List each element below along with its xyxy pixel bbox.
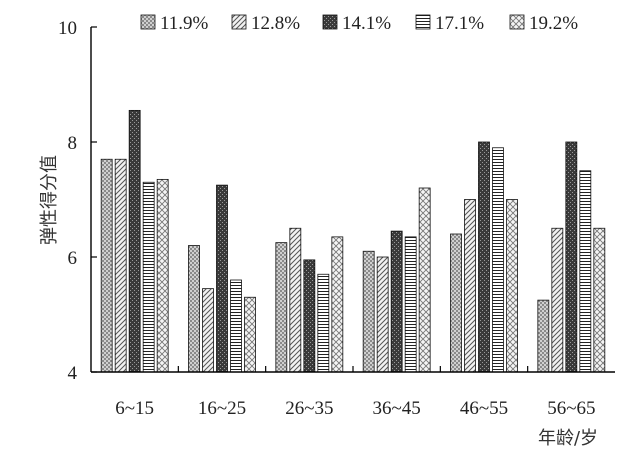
bar-16~25-11.9% [188,245,200,373]
y-axis-title: 弹性得分值 [39,155,60,245]
y-tick-label: 10 [58,18,77,39]
y-tick-label: 6 [68,248,78,269]
legend-label: 12.8% [251,13,300,34]
bar-46~55-19.2% [506,199,518,373]
bar-26~35-11.9% [275,242,288,373]
bar-36~45-11.9% [362,250,375,373]
legend-swatch [322,14,338,30]
bar-46~55-14.1% [478,141,490,373]
bar-6~15-19.2% [156,178,169,373]
x-axis-title: 年龄/岁 [538,428,598,449]
bar-36~45-12.8% [376,256,389,373]
x-tick-label: 16~25 [198,398,246,419]
legend-label: 11.9% [160,13,209,34]
legend-swatch [140,14,156,30]
bar-56~65-17.1% [579,170,592,373]
bar-6~15-11.9% [100,158,113,373]
bar-26~35-14.1% [303,259,316,373]
bar-46~55-12.8% [464,199,476,373]
x-tick-label: 6~15 [115,398,154,419]
bar-6~15-17.1% [142,181,155,373]
bar-56~65-11.9% [537,299,550,373]
bar-56~65-19.2% [593,227,606,373]
x-tick-label: 56~65 [547,398,595,419]
legend-swatch [509,14,525,30]
legend-label: 19.2% [529,13,578,34]
bar-6~15-12.8% [114,158,127,373]
bar-36~45-17.1% [404,236,417,373]
ticks-layer: 4 6 8 10 6~15 16~25 26~35 36~45 46~55 56~65 [58,18,595,419]
bar-26~35-17.1% [317,273,330,373]
legend-label: 17.1% [435,13,484,34]
bar-36~45-19.2% [418,187,431,373]
bar-46~55-11.9% [450,233,462,373]
legend: 11.9% 12.8% 14.1% 17.1% 19.2% [140,13,578,34]
bar-6~15-14.1% [128,109,141,373]
legend-swatch [415,14,431,30]
bar-26~35-12.8% [289,227,302,373]
y-tick-label: 4 [68,363,78,384]
bar-56~65-12.8% [551,227,564,373]
bar-16~25-14.1% [216,184,228,373]
legend-swatch [231,14,247,30]
bar-56~65-14.1% [565,141,578,373]
axes-layer [90,27,615,373]
bars-layer [100,109,606,373]
bar-46~55-17.1% [492,147,504,373]
bar-16~25-17.1% [230,279,242,373]
y-tick-label: 8 [68,133,78,154]
bar-16~25-12.8% [202,288,214,373]
x-tick-label: 46~55 [460,398,508,419]
x-tick-label: 26~35 [285,398,333,419]
bar-16~25-19.2% [244,296,256,373]
bar-36~45-14.1% [390,230,403,373]
bar-26~35-19.2% [331,236,344,373]
legend-label: 14.1% [342,13,391,34]
x-tick-label: 36~45 [373,398,421,419]
